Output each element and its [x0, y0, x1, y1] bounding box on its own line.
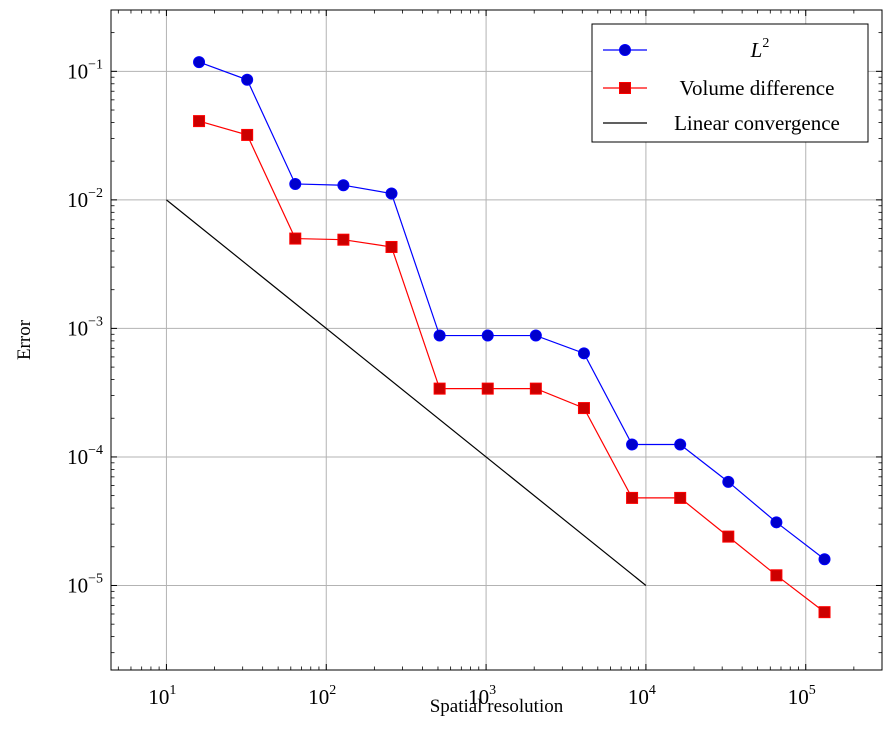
data-point: [385, 187, 398, 200]
data-point: [433, 382, 446, 395]
y-axis-label: Error: [14, 319, 35, 360]
y-tick-label-3: 10−4: [67, 443, 103, 469]
minor-ticks: [111, 10, 883, 670]
data-point: [529, 382, 542, 395]
data-point: [674, 438, 687, 451]
series-2: [166, 199, 647, 586]
x-tick-label-2: 103: [468, 683, 496, 709]
legend-entry-2: Linear convergence: [603, 111, 840, 135]
data-point: [337, 179, 350, 192]
data-point: [722, 475, 735, 488]
series-line-0: [198, 61, 825, 560]
data-point: [770, 569, 783, 582]
data-point: [577, 402, 590, 415]
y-tick-label-4: 10−5: [67, 571, 103, 597]
series-1: [193, 115, 831, 619]
legend-label: Volume difference: [680, 76, 835, 100]
data-point: [626, 438, 639, 451]
y-tick-label-2: 10−3: [67, 314, 103, 340]
x-tick-label-0: 101: [148, 683, 176, 709]
data-point: [577, 347, 590, 360]
y-tick-label-0: 10−1: [67, 57, 103, 83]
legend-label: Linear convergence: [674, 111, 840, 135]
data-point: [385, 240, 398, 253]
legend: L2 Volume difference Linear convergence: [591, 23, 869, 143]
legend-marker: [619, 44, 631, 56]
x-tick-label-3: 104: [628, 683, 656, 709]
data-point: [289, 232, 302, 245]
legend-entry-1: Volume difference: [603, 76, 834, 100]
y-tick-labels: 10−1 10−2 10−3 10−4 10−5: [67, 57, 103, 597]
x-tick-label-1: 102: [308, 683, 336, 709]
data-point: [241, 128, 254, 141]
series-layer: [166, 56, 831, 619]
data-point: [674, 491, 687, 504]
data-point: [193, 115, 206, 128]
data-point: [337, 233, 350, 246]
legend-label: L2: [750, 36, 770, 62]
data-point: [722, 530, 735, 543]
y-tick-label-1: 10−2: [67, 186, 103, 212]
data-point: [481, 329, 494, 342]
plot-area: [110, 9, 883, 671]
data-point: [529, 329, 542, 342]
x-tick-label-4: 105: [788, 683, 816, 709]
series-0: [193, 56, 831, 566]
legend-marker: [619, 82, 631, 94]
x-axis-label: Spatial resolution: [430, 696, 564, 717]
data-point: [289, 177, 302, 190]
legend-box: [591, 23, 869, 143]
legend-entry-0: L2: [603, 36, 769, 62]
data-point: [626, 491, 639, 504]
data-point: [193, 56, 206, 69]
data-point: [433, 329, 446, 342]
series-line-1: [198, 120, 825, 613]
data-point: [770, 516, 783, 529]
data-point: [818, 553, 831, 566]
data-point: [818, 606, 831, 619]
data-point: [481, 382, 494, 395]
x-tick-labels: 101 102 103 104 105: [148, 683, 815, 709]
series-line-2: [166, 199, 647, 586]
data-point: [241, 73, 254, 86]
